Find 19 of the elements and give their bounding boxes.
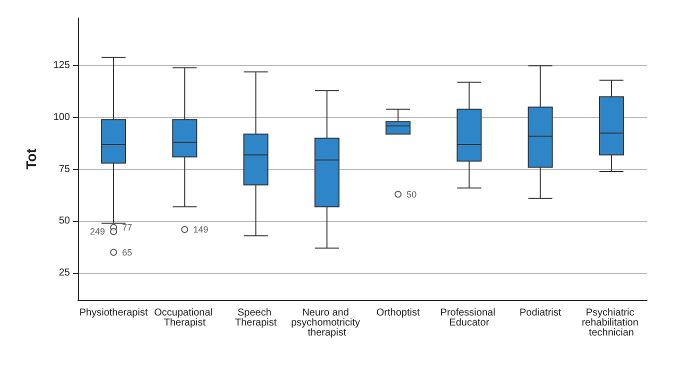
y-axis-title: Tot <box>23 148 39 170</box>
x-tick-label: Speech Therapist <box>234 308 277 328</box>
y-tick-label: 25 <box>58 268 70 279</box>
x-tick-label: Psychiatric rehabilitation technician <box>582 308 642 338</box>
y-tick-label: 125 <box>53 60 70 72</box>
annotation: 149 <box>193 224 208 234</box>
x-tick-label: Podiatrist <box>519 308 562 318</box>
y-tick-label: 100 <box>53 112 70 124</box>
x-tick-label: Orthoptist <box>376 308 420 318</box>
x-tick-label: Neuro and psychomotricity therapist <box>291 308 363 338</box>
y-tick-label: 50 <box>58 216 70 227</box>
annotation: 249 <box>90 226 106 237</box>
annotation: 77 <box>122 222 132 232</box>
x-tick-label: Physiotherapist <box>79 308 148 318</box>
annotation: 65 <box>122 247 132 258</box>
annotation: 50 <box>406 189 417 200</box>
y-tick-label: 75 <box>58 164 70 175</box>
x-tick-label: Occupational Therapist <box>154 308 216 328</box>
x-tick-label: Professional Educator <box>440 308 498 328</box>
